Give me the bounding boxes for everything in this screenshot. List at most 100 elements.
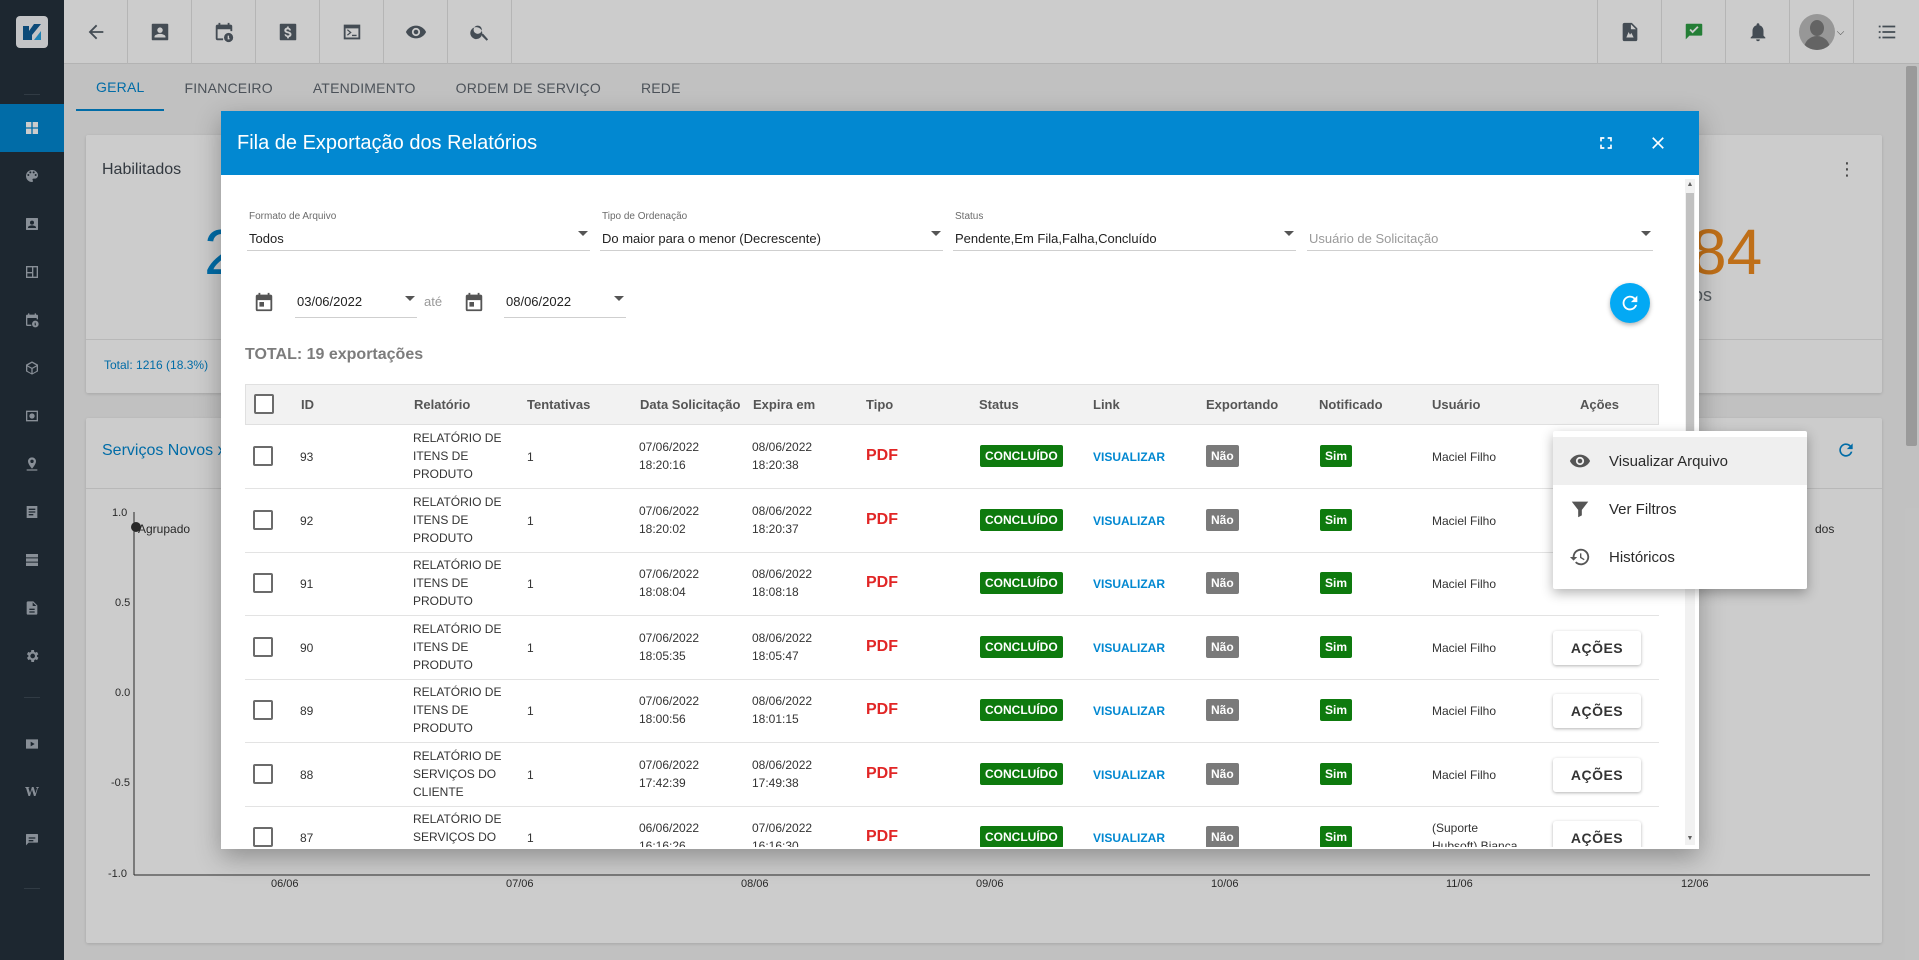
sidebar-item-chat[interactable] — [0, 816, 64, 864]
table-row[interactable]: 88 RELATÓRIO DE SERVIÇOS DO CLIENTE 1 07/06/2… — [245, 743, 1659, 807]
table-row[interactable]: 91 RELATÓRIO DE ITENS DE PRODUTO 1 07/06/2022… — [245, 552, 1659, 616]
sidebar-item-palette[interactable] — [0, 152, 64, 200]
more-vert-icon[interactable]: ⋮ — [1838, 159, 1856, 179]
menu-item-historicos[interactable]: Históricos — [1553, 533, 1807, 581]
back-button[interactable] — [64, 0, 128, 64]
col-data-solicitacao[interactable]: Data Solicitação — [640, 397, 741, 412]
col-link[interactable]: Link — [1093, 397, 1120, 412]
sidebar-item-map[interactable] — [0, 440, 64, 488]
table-row[interactable]: 93 RELATÓRIO DE ITENS DE PRODUTO 1 07/06/2022… — [245, 425, 1659, 489]
search-button[interactable] — [448, 0, 512, 64]
row-checkbox[interactable] — [253, 446, 273, 466]
cell-relatorio: RELATÓRIO DE ITENS DE PRODUTO — [413, 683, 513, 737]
menu-list-button[interactable] — [1853, 0, 1919, 64]
tab-financeiro[interactable]: FINANCEIRO — [184, 79, 273, 96]
visualizar-link[interactable]: VISUALIZAR — [1093, 641, 1165, 655]
contacts-button[interactable] — [128, 0, 192, 64]
sidebar-item-reports[interactable] — [0, 584, 64, 632]
table-row[interactable]: 89 RELATÓRIO DE ITENS DE PRODUTO 1 07/06/2022… — [245, 679, 1659, 743]
menu-item-ver-filtros[interactable]: Ver Filtros — [1553, 485, 1807, 533]
tab-geral[interactable]: GERAL — [76, 64, 165, 111]
sidebar-item-videos[interactable] — [0, 720, 64, 768]
notifications-button[interactable] — [1725, 0, 1789, 64]
visualizar-link[interactable]: VISUALIZAR — [1093, 514, 1165, 528]
relatorio-line: CLIENTE — [413, 785, 464, 799]
row-checkbox[interactable] — [253, 637, 273, 657]
scroll-thumb[interactable] — [1686, 193, 1694, 431]
app-logo[interactable] — [0, 0, 64, 64]
col-exportando[interactable]: Exportando — [1206, 397, 1279, 412]
table-row[interactable]: 90 RELATÓRIO DE ITENS DE PRODUTO 1 07/06/2022… — [245, 616, 1659, 680]
layout-icon — [26, 266, 38, 278]
sidebar-item-network[interactable] — [0, 536, 64, 584]
sidebar-item-layout[interactable] — [0, 248, 64, 296]
messages-button[interactable] — [1661, 0, 1725, 64]
row-checkbox[interactable] — [253, 700, 273, 720]
visualizar-link[interactable]: VISUALIZAR — [1093, 768, 1165, 782]
scroll-up-icon[interactable]: ▲ — [1686, 181, 1694, 188]
tab-atendimento[interactable]: ATENDIMENTO — [312, 79, 416, 96]
page-scrollbar[interactable] — [1906, 66, 1917, 446]
close-button[interactable] — [1642, 127, 1674, 159]
col-relatorio[interactable]: Relatório — [414, 397, 471, 412]
col-tipo[interactable]: Tipo — [866, 397, 894, 412]
pdf-file-icon — [1622, 22, 1637, 42]
tab-ordem-de-servico[interactable]: ORDEM DE SERVIÇO — [455, 79, 601, 96]
col-id[interactable]: ID — [301, 397, 314, 412]
exportando-badge: Não — [1206, 572, 1239, 594]
acoes-button[interactable]: AÇÕES — [1553, 821, 1641, 847]
row-checkbox[interactable] — [253, 764, 273, 784]
row-checkbox[interactable] — [253, 827, 273, 847]
visualizar-link[interactable]: VISUALIZAR — [1093, 704, 1165, 718]
row-checkbox[interactable] — [253, 573, 273, 593]
scroll-down-icon[interactable]: ▼ — [1686, 835, 1694, 842]
row-checkbox[interactable] — [253, 510, 273, 530]
wiki-icon: W — [25, 785, 39, 799]
sidebar-item-schedule[interactable] — [0, 296, 64, 344]
acoes-button[interactable]: AÇÕES — [1553, 631, 1641, 665]
view-button[interactable] — [384, 0, 448, 64]
sidebar-item-products[interactable] — [0, 344, 64, 392]
col-status[interactable]: Status — [979, 397, 1019, 412]
col-tentativas[interactable]: Tentativas — [527, 397, 591, 412]
chat-icon — [26, 834, 38, 846]
visualizar-link[interactable]: VISUALIZAR — [1093, 831, 1165, 845]
sidebar-item-settings[interactable] — [0, 632, 64, 680]
select-all-checkbox[interactable] — [254, 394, 274, 414]
date-from-field[interactable]: 03/06/2022 — [295, 286, 417, 318]
pdf-export-button[interactable] — [1597, 0, 1661, 64]
sidebar-item-wiki[interactable]: W — [0, 768, 64, 816]
col-notificado[interactable]: Notificado — [1319, 397, 1383, 412]
fullscreen-button[interactable] — [1590, 127, 1622, 159]
visualizar-link[interactable]: VISUALIZAR — [1093, 577, 1165, 591]
schedule-button[interactable] — [192, 0, 256, 64]
sidebar-item-dashboard[interactable] — [0, 104, 64, 152]
relatorio-line: ITENS DE — [413, 703, 469, 717]
col-expira-em[interactable]: Expira em — [753, 397, 816, 412]
status-select[interactable]: Status Pendente,Em Fila,Falha,Concluído — [953, 211, 1296, 251]
tab-rede[interactable]: REDE — [640, 79, 681, 96]
acoes-button[interactable]: AÇÕES — [1553, 758, 1641, 792]
location-pin-icon — [26, 457, 38, 471]
date-to-field[interactable]: 08/06/2022 — [504, 286, 626, 318]
formato-arquivo-select[interactable]: Formato de Arquivo Todos — [247, 211, 590, 251]
usuario-solicitacao-select[interactable]: Usuário de Solicitação — [1307, 211, 1653, 251]
menu-item-visualizar-arquivo[interactable]: Visualizar Arquivo — [1553, 437, 1807, 485]
calendar-icon[interactable] — [463, 291, 485, 313]
acoes-button[interactable]: AÇÕES — [1553, 694, 1641, 728]
finance-button[interactable] — [256, 0, 320, 64]
usuario-line: Maciel Filho — [1432, 450, 1497, 464]
user-menu-button[interactable]: ⌵ — [1789, 0, 1853, 64]
col-usuario[interactable]: Usuário — [1432, 397, 1481, 412]
terminal-button[interactable] — [320, 0, 384, 64]
refresh-button[interactable] — [1610, 283, 1650, 323]
cell-tipo: PDF — [866, 511, 898, 528]
sidebar-item-documents[interactable] — [0, 488, 64, 536]
calendar-icon[interactable] — [253, 291, 275, 313]
visualizar-link[interactable]: VISUALIZAR — [1093, 450, 1165, 464]
table-row[interactable]: 87 RELATÓRIO DE SERVIÇOS DO 1 06/06/2022 16:1… — [245, 806, 1659, 847]
tipo-ordenacao-select[interactable]: Tipo de Ordenação Do maior para o menor … — [600, 211, 943, 251]
table-row[interactable]: 92 RELATÓRIO DE ITENS DE PRODUTO 1 07/06/2022… — [245, 489, 1659, 553]
sidebar-item-finance[interactable] — [0, 392, 64, 440]
sidebar-item-contacts[interactable] — [0, 200, 64, 248]
